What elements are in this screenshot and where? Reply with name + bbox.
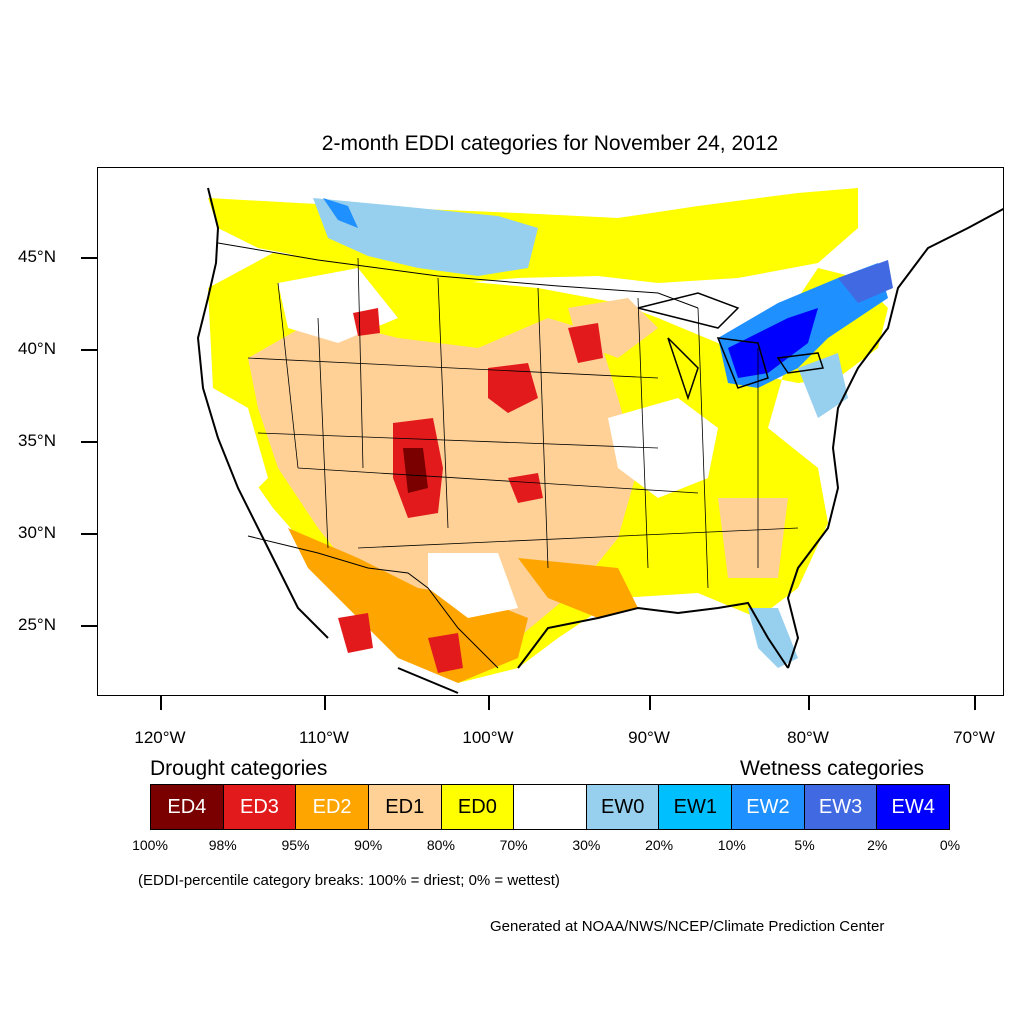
lon-label-110: 110°W	[299, 728, 349, 747]
us-canada-border	[217, 242, 699, 309]
lat-tick	[81, 625, 97, 627]
us-mexico-border	[247, 535, 499, 669]
lon-tick	[649, 696, 651, 710]
lat-label-30: 30°N	[18, 523, 56, 542]
category-legend: ED4 ED3 ED2 ED1 ED0 EW0 EW1 EW2 EW3 EW4	[150, 784, 950, 830]
break-label: 100%	[132, 837, 168, 853]
lat-tick	[81, 257, 97, 259]
lon-label-80: 80°W	[787, 728, 829, 747]
lon-tick	[974, 696, 976, 710]
wetness-categories-heading: Wetness categories	[740, 757, 925, 780]
break-label: 30%	[572, 837, 601, 853]
gulf-coastline	[397, 601, 789, 694]
east-coastline	[786, 207, 1003, 669]
legend-box-ew2: EW2	[732, 785, 805, 829]
lat-label-35: 35°N	[18, 431, 56, 450]
drought-categories-heading: Drought categories	[150, 757, 328, 780]
west-coastline	[196, 187, 329, 639]
break-label: 98%	[208, 837, 237, 853]
ed2-region	[288, 528, 528, 683]
prairie-blue-region	[313, 198, 538, 276]
legend-box-ew3: EW3	[804, 785, 878, 829]
lon-tick	[324, 696, 326, 710]
legend-box-ed0: ED0	[441, 785, 515, 829]
credit-line: Generated at NOAA/NWS/NCEP/Climate Predi…	[490, 918, 885, 935]
legend-box-ed4: ED4	[151, 785, 224, 829]
legend-box-ed2: ED2	[296, 785, 369, 829]
lon-tick	[160, 696, 162, 710]
legend-box-ew4: EW4	[877, 785, 950, 829]
legend-box-ew1: EW1	[659, 785, 733, 829]
break-label: 0%	[939, 837, 961, 853]
lon-label-120: 120°W	[134, 728, 186, 747]
lat-tick	[81, 533, 97, 535]
lat-tick	[81, 349, 97, 351]
map-title: 2-month EDDI categories for November 24,…	[321, 132, 779, 155]
color-fields	[208, 188, 893, 683]
lat-label-40: 40°N	[18, 339, 56, 358]
category-note: (EDDI-percentile category breaks: 100% =…	[138, 872, 560, 889]
lon-label-70: 70°W	[953, 728, 995, 747]
legend-box-ew0: EW0	[586, 785, 660, 829]
break-label: 95%	[281, 837, 310, 853]
lat-label-45: 45°N	[18, 247, 56, 266]
lat-tick	[81, 441, 97, 443]
lon-label-100: 100°W	[462, 728, 514, 747]
legend-box-ed1: ED1	[368, 785, 442, 829]
break-label: 90%	[354, 837, 383, 853]
legend-box-neutral	[514, 785, 587, 829]
break-label: 5%	[794, 837, 815, 853]
lat-label-25: 25°N	[18, 615, 56, 634]
break-label: 70%	[499, 837, 528, 853]
lon-tick	[488, 696, 490, 710]
boundary-lines	[196, 187, 1003, 694]
lon-label-90: 90°W	[628, 728, 670, 747]
legend-box-ed3: ED3	[223, 785, 297, 829]
break-label: 2%	[867, 837, 888, 853]
break-label: 10%	[717, 837, 746, 853]
break-label: 20%	[645, 837, 674, 853]
eddi-map	[196, 187, 1003, 694]
map-panel	[97, 167, 1004, 696]
break-label: 80%	[426, 837, 455, 853]
lon-tick	[808, 696, 810, 710]
